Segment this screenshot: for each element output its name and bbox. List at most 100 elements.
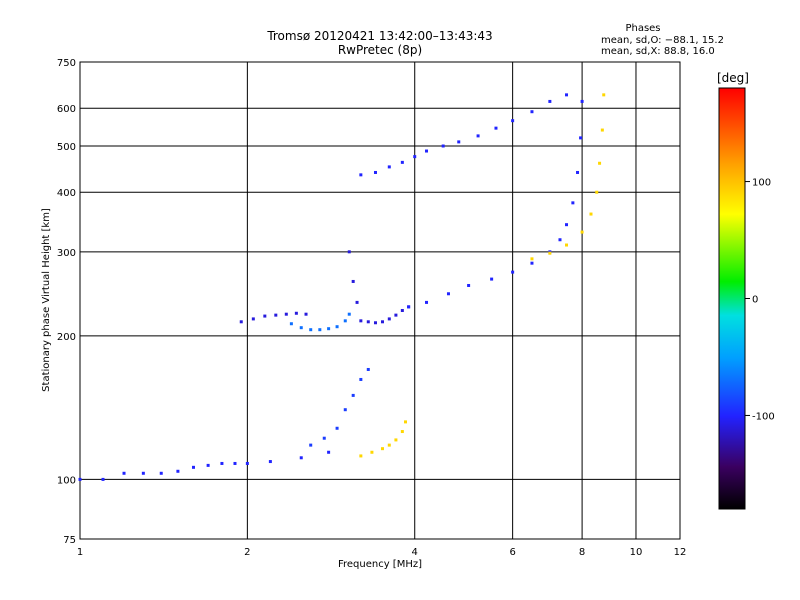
x-mode-point bbox=[359, 454, 363, 458]
o-mode-point bbox=[359, 377, 363, 381]
o-mode-point bbox=[245, 461, 249, 465]
o-mode-point bbox=[347, 250, 351, 254]
o-mode-point bbox=[274, 313, 278, 317]
o-mode-point bbox=[366, 367, 370, 371]
x-mode-point bbox=[387, 443, 391, 447]
o-mode-point bbox=[490, 277, 494, 281]
o-mode-point bbox=[251, 317, 255, 321]
o-mode-point bbox=[548, 99, 552, 103]
o-mode-point bbox=[441, 144, 445, 148]
o-mode-point bbox=[407, 305, 411, 309]
o-mode-point bbox=[343, 408, 347, 412]
data-points bbox=[78, 93, 606, 481]
phase-stats-x: mean, sd,X: 88.8, 16.0 bbox=[601, 46, 715, 57]
o-mode-point bbox=[400, 160, 404, 164]
x-mode-point bbox=[602, 93, 606, 97]
o-mode-point bbox=[530, 110, 534, 114]
o-mode-point bbox=[359, 173, 363, 177]
y-tick-label: 300 bbox=[57, 248, 76, 259]
o-mode-point bbox=[335, 325, 339, 329]
o-mode-point bbox=[571, 201, 575, 205]
o-mode-point bbox=[530, 261, 534, 265]
x-mode-point bbox=[548, 251, 552, 255]
x-tick-label: 1 bbox=[77, 547, 83, 558]
o-mode-point bbox=[511, 119, 515, 123]
o-mode-point bbox=[394, 313, 398, 317]
x-mode-point bbox=[565, 243, 569, 247]
o-mode-point bbox=[101, 477, 105, 481]
x-mode-point bbox=[370, 450, 374, 454]
x-mode-point bbox=[589, 212, 593, 216]
y-tick-label: 75 bbox=[63, 535, 76, 546]
x-mode-point bbox=[600, 128, 604, 132]
x-mode-point bbox=[400, 430, 404, 434]
o-mode-point bbox=[565, 223, 569, 227]
plot-area bbox=[79, 61, 681, 540]
o-mode-point bbox=[304, 312, 308, 316]
y-tick-label: 500 bbox=[57, 142, 76, 153]
o-mode-point bbox=[233, 461, 237, 465]
x-mode-point bbox=[580, 230, 584, 234]
o-mode-point bbox=[476, 134, 480, 138]
o-mode-point bbox=[380, 320, 384, 324]
x-tick-label: 8 bbox=[579, 547, 585, 558]
phase-stats-heading: Phases bbox=[625, 23, 660, 34]
x-mode-point bbox=[598, 161, 602, 165]
colorbar-ticks: 100 0 -100 bbox=[745, 178, 775, 422]
x-tick-label: 4 bbox=[412, 547, 418, 558]
o-mode-point bbox=[322, 436, 326, 440]
x-axis-label: Frequency [MHz] bbox=[338, 559, 422, 570]
phase-stats-o: mean, sd,O: −88.1, 15.2 bbox=[601, 35, 724, 46]
x-mode-point bbox=[394, 438, 398, 442]
o-mode-point bbox=[387, 165, 391, 169]
o-mode-point bbox=[289, 322, 293, 326]
o-mode-point bbox=[343, 319, 347, 323]
o-mode-point bbox=[359, 319, 363, 323]
o-mode-point bbox=[141, 471, 145, 475]
x-tick-label: 2 bbox=[244, 547, 250, 558]
o-mode-point bbox=[294, 311, 298, 315]
x-tick-label: 10 bbox=[630, 547, 643, 558]
o-mode-point bbox=[425, 300, 429, 304]
x-mode-point bbox=[404, 420, 408, 424]
y-tick-label: 100 bbox=[57, 475, 76, 486]
x-mode-point bbox=[595, 190, 599, 194]
o-mode-point bbox=[335, 426, 339, 430]
o-mode-point bbox=[467, 283, 471, 287]
o-mode-point bbox=[387, 317, 391, 321]
o-mode-point bbox=[268, 460, 272, 464]
o-mode-point bbox=[176, 469, 180, 473]
o-mode-point bbox=[579, 136, 583, 140]
o-mode-point bbox=[191, 465, 195, 469]
y-tick-label: 400 bbox=[57, 188, 76, 199]
o-mode-point bbox=[494, 126, 498, 130]
o-mode-point bbox=[413, 155, 417, 159]
o-mode-point bbox=[78, 477, 82, 481]
o-mode-point bbox=[263, 314, 267, 318]
o-mode-point bbox=[351, 393, 355, 397]
o-mode-point bbox=[373, 321, 377, 325]
o-mode-point bbox=[327, 450, 331, 454]
o-mode-point bbox=[558, 238, 562, 242]
o-mode-point bbox=[580, 99, 584, 103]
colorbar-tick-label: 100 bbox=[752, 178, 771, 189]
x-tick-label: 12 bbox=[674, 547, 687, 558]
chart-subtitle: RwPretec (8p) bbox=[338, 43, 422, 57]
y-tick-label: 200 bbox=[57, 332, 76, 343]
y-axis-label: Stationary phase Virtual Height [km] bbox=[41, 208, 52, 392]
y-tick-label: 600 bbox=[57, 104, 76, 115]
o-mode-point bbox=[347, 312, 351, 316]
o-mode-point bbox=[373, 170, 377, 174]
o-mode-point bbox=[351, 279, 355, 283]
o-mode-point bbox=[309, 328, 313, 332]
o-mode-point bbox=[220, 461, 224, 465]
o-mode-point bbox=[159, 471, 163, 475]
o-mode-point bbox=[284, 312, 288, 316]
colorbar-label: [deg] bbox=[717, 71, 749, 85]
o-mode-point bbox=[400, 308, 404, 312]
o-mode-point bbox=[457, 140, 461, 144]
y-tick-label: 750 bbox=[57, 58, 76, 69]
o-mode-point bbox=[327, 327, 331, 331]
